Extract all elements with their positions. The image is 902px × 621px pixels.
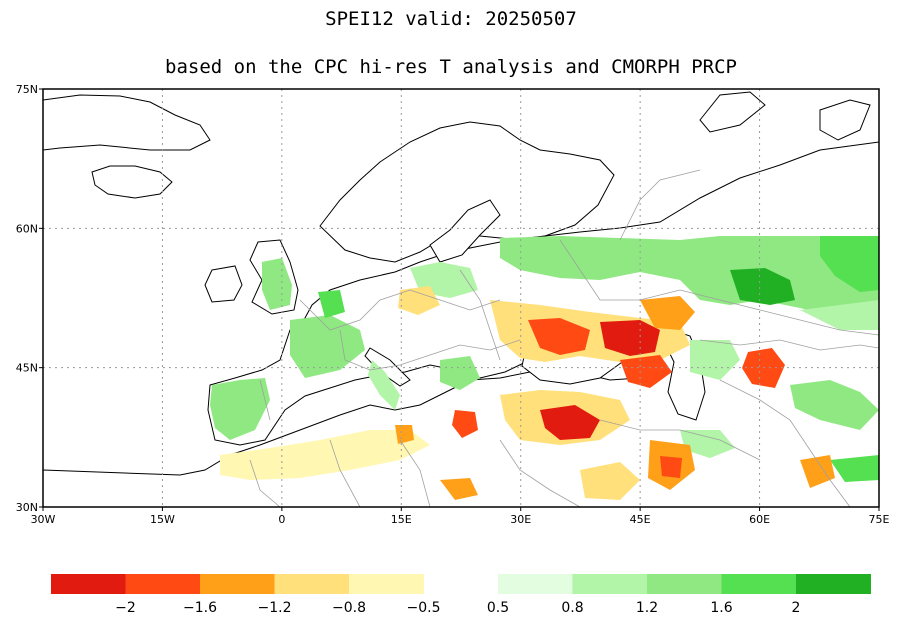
colorbar-label: 0.5 <box>487 600 509 616</box>
border-line <box>299 289 501 331</box>
lat-tick-label: 75N <box>16 83 38 96</box>
colorbar-segment-dry <box>125 574 201 594</box>
iceland-land <box>91 165 173 199</box>
border-line <box>399 439 431 507</box>
colorbar-segment-wet <box>796 574 871 594</box>
dry-patch-turkey-strong <box>540 405 600 440</box>
greenland-land <box>43 94 211 151</box>
colorbar-segment-wet <box>721 574 797 594</box>
border-line <box>599 419 761 461</box>
colorbar-label: −1.6 <box>183 600 217 616</box>
lat-tick-label: 45N <box>16 362 38 375</box>
map-frame <box>42 88 880 508</box>
border-line <box>329 439 361 507</box>
border-line <box>719 379 851 507</box>
dry-patch-arabia <box>580 462 640 500</box>
dry-patch-iran-red <box>660 456 682 478</box>
wet-patch-central-asia <box>790 380 879 430</box>
colorbar-segment-wet <box>498 574 573 594</box>
colorbar-segment-dry <box>51 574 126 594</box>
wet-patch-britain <box>262 258 292 310</box>
border-line <box>699 339 879 351</box>
dry-patch-volga-strong <box>600 320 660 356</box>
lat-tick-label: 60N <box>16 222 38 235</box>
colorbar-label: 1.2 <box>636 600 658 616</box>
colorbar-label: −0.5 <box>407 600 441 616</box>
map-subtitle: based on the CPC hi-res T analysis and C… <box>165 56 737 78</box>
border-line <box>249 459 281 507</box>
colorbar-label: 2 <box>792 600 801 616</box>
dry-patch-italy-south <box>395 425 414 444</box>
arctic-islands <box>699 91 766 133</box>
arctic-islands-2 <box>819 99 871 141</box>
wet-patch-france <box>290 315 365 378</box>
country-borders <box>249 169 879 507</box>
colorbar-label: −1.2 <box>258 600 292 616</box>
dry-patch-caucasus <box>620 355 672 388</box>
lon-tick-label: 75E <box>869 513 890 526</box>
map-title: SPEI12 valid: 20250507 <box>325 8 577 30</box>
dry-patch-poland-dry <box>398 286 440 315</box>
lon-tick-label: 60E <box>749 513 770 526</box>
wet-patch-benelux <box>318 290 345 318</box>
border-line <box>499 439 581 507</box>
colorbar-label: −2 <box>115 600 136 616</box>
color-bar: −2 −1.6 −1.2 −0.8 −0.5 0.5 0.8 1.2 1.6 2 <box>51 574 871 616</box>
dry-patch-greece <box>452 410 478 438</box>
dry-patch-volga-orange <box>640 296 695 330</box>
dry-patch-afghan <box>800 455 835 488</box>
wet-patch-iran <box>680 430 735 458</box>
dry-patch-libya <box>440 478 478 500</box>
colorbar-label: 1.6 <box>710 600 732 616</box>
wet-anomaly-layer <box>210 236 879 482</box>
dry-patch-ukraine-strong <box>528 318 590 355</box>
colorbar-segment-wet <box>572 574 648 594</box>
baltic-sea <box>429 199 501 263</box>
wet-patch-east <box>820 236 879 292</box>
lon-tick-label: 15E <box>391 513 412 526</box>
wet-patch-himalaya <box>830 455 879 482</box>
border-line <box>339 329 521 371</box>
colorbar-label: −0.8 <box>332 600 366 616</box>
wet-patch-italy <box>368 360 400 410</box>
border-line <box>619 169 701 241</box>
lon-tick-label: 15W <box>150 513 175 526</box>
longitude-ticks: 30W 15W 0 15E 30E 45E 60E 75E <box>31 507 890 526</box>
latitude-ticks: 75N 60N 45N 30N <box>16 83 43 514</box>
lon-tick-label: 30E <box>510 513 531 526</box>
lon-tick-label: 45E <box>630 513 651 526</box>
wet-patch-iberia <box>210 378 270 440</box>
border-line <box>559 239 879 336</box>
wet-patch-balkans <box>440 356 480 390</box>
colorbar-segment-wet <box>647 574 722 594</box>
wet-patch-kazakh <box>690 340 740 380</box>
colorbar-segment-dry <box>274 574 350 594</box>
wet-patch-siberia-south <box>800 300 879 330</box>
colorbar-segment-dry <box>349 574 424 594</box>
dry-anomaly-layer <box>220 286 835 500</box>
graticule <box>43 89 879 507</box>
colorbar-label: 0.8 <box>561 600 583 616</box>
border-line <box>459 269 501 361</box>
dry-patch-northafrica <box>220 430 430 480</box>
border-line <box>259 379 271 421</box>
ireland-land <box>204 265 243 303</box>
scandinavia-land <box>319 121 615 263</box>
lon-tick-label: 0 <box>278 513 285 526</box>
lon-tick-label: 30W <box>31 513 56 526</box>
colorbar-segment-dry <box>200 574 275 594</box>
wet-patch-russia-strong <box>730 268 795 305</box>
lat-tick-label: 30N <box>16 501 38 514</box>
